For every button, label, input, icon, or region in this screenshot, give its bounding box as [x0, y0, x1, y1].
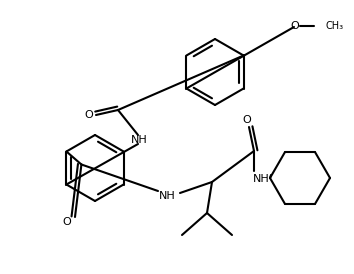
Text: O: O	[291, 21, 299, 31]
Text: O: O	[242, 115, 251, 125]
Text: NH: NH	[159, 191, 175, 201]
Text: O: O	[63, 217, 72, 227]
Text: CH₃: CH₃	[325, 21, 343, 31]
Text: NH: NH	[131, 135, 147, 145]
Text: NH: NH	[253, 174, 269, 184]
Text: O: O	[85, 110, 93, 120]
